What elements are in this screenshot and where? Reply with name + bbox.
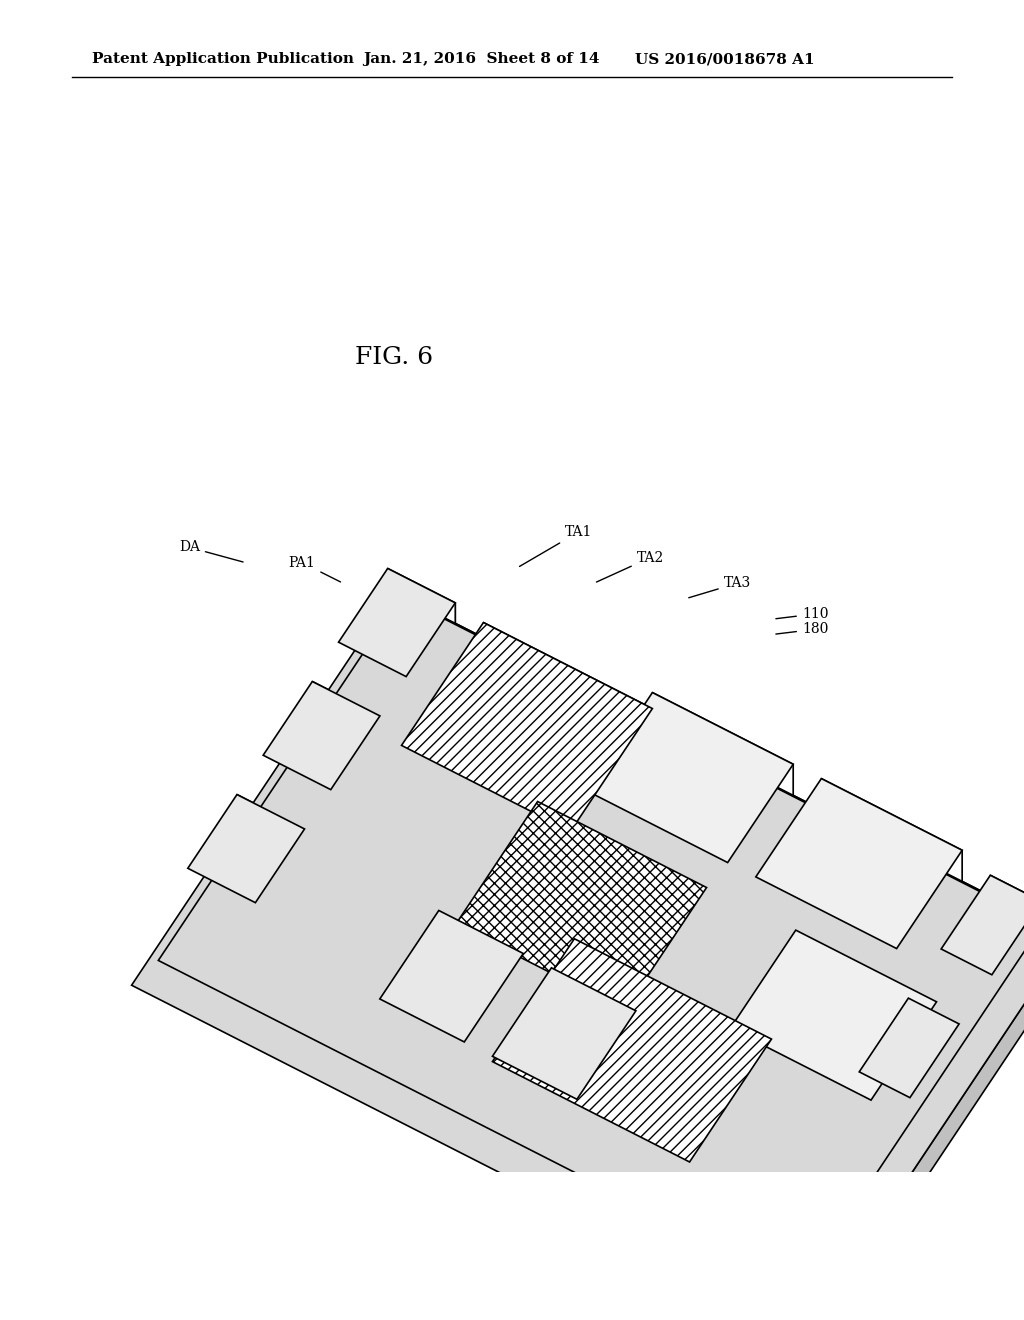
Text: TA3: TA3 [689,577,751,598]
Polygon shape [728,764,794,921]
Polygon shape [159,597,1024,1287]
Polygon shape [570,709,652,874]
Text: PA2: PA2 [366,748,418,785]
Text: 180: 180 [776,622,828,636]
Polygon shape [187,795,304,903]
Polygon shape [312,681,380,764]
Polygon shape [689,1039,771,1205]
Text: PA1: PA1 [289,556,341,582]
Polygon shape [255,829,304,950]
Polygon shape [339,569,456,677]
Polygon shape [941,875,1024,974]
Polygon shape [380,911,523,1041]
Polygon shape [652,693,794,822]
Polygon shape [756,779,963,949]
Polygon shape [910,1024,959,1146]
Polygon shape [821,779,963,909]
Polygon shape [551,968,636,1059]
Polygon shape [807,936,1024,1320]
Text: 110: 110 [776,607,828,620]
Polygon shape [438,911,523,1002]
Polygon shape [992,902,1024,1023]
Polygon shape [859,998,959,1098]
Text: FIG. 6: FIG. 6 [355,346,433,370]
Polygon shape [393,591,1024,962]
Polygon shape [483,623,652,751]
Polygon shape [401,623,652,832]
Text: PA3: PA3 [453,734,479,770]
Polygon shape [990,875,1024,949]
Polygon shape [493,939,771,1162]
Polygon shape [263,681,380,789]
Polygon shape [587,693,794,862]
Polygon shape [407,603,456,725]
Polygon shape [400,597,1024,942]
Polygon shape [897,850,963,1007]
Polygon shape [730,931,937,1100]
Polygon shape [871,1002,937,1159]
Text: US 2016/0018678 A1: US 2016/0018678 A1 [635,53,814,66]
Polygon shape [908,998,959,1072]
Polygon shape [237,795,304,876]
Polygon shape [456,801,707,1010]
Polygon shape [625,887,707,1053]
Text: TA1: TA1 [519,525,592,566]
Polygon shape [388,569,456,651]
Polygon shape [577,1011,636,1147]
Polygon shape [331,715,380,838]
Polygon shape [796,931,937,1060]
Polygon shape [574,939,771,1081]
Text: Patent Application Publication: Patent Application Publication [92,53,354,66]
Text: DA: DA [179,540,243,562]
Polygon shape [801,924,1024,1305]
Polygon shape [493,968,636,1100]
Text: TA2: TA2 [596,550,664,582]
Polygon shape [538,801,707,931]
Polygon shape [464,953,523,1090]
Text: Jan. 21, 2016  Sheet 8 of 14: Jan. 21, 2016 Sheet 8 of 14 [364,53,600,66]
Polygon shape [131,591,1024,1320]
